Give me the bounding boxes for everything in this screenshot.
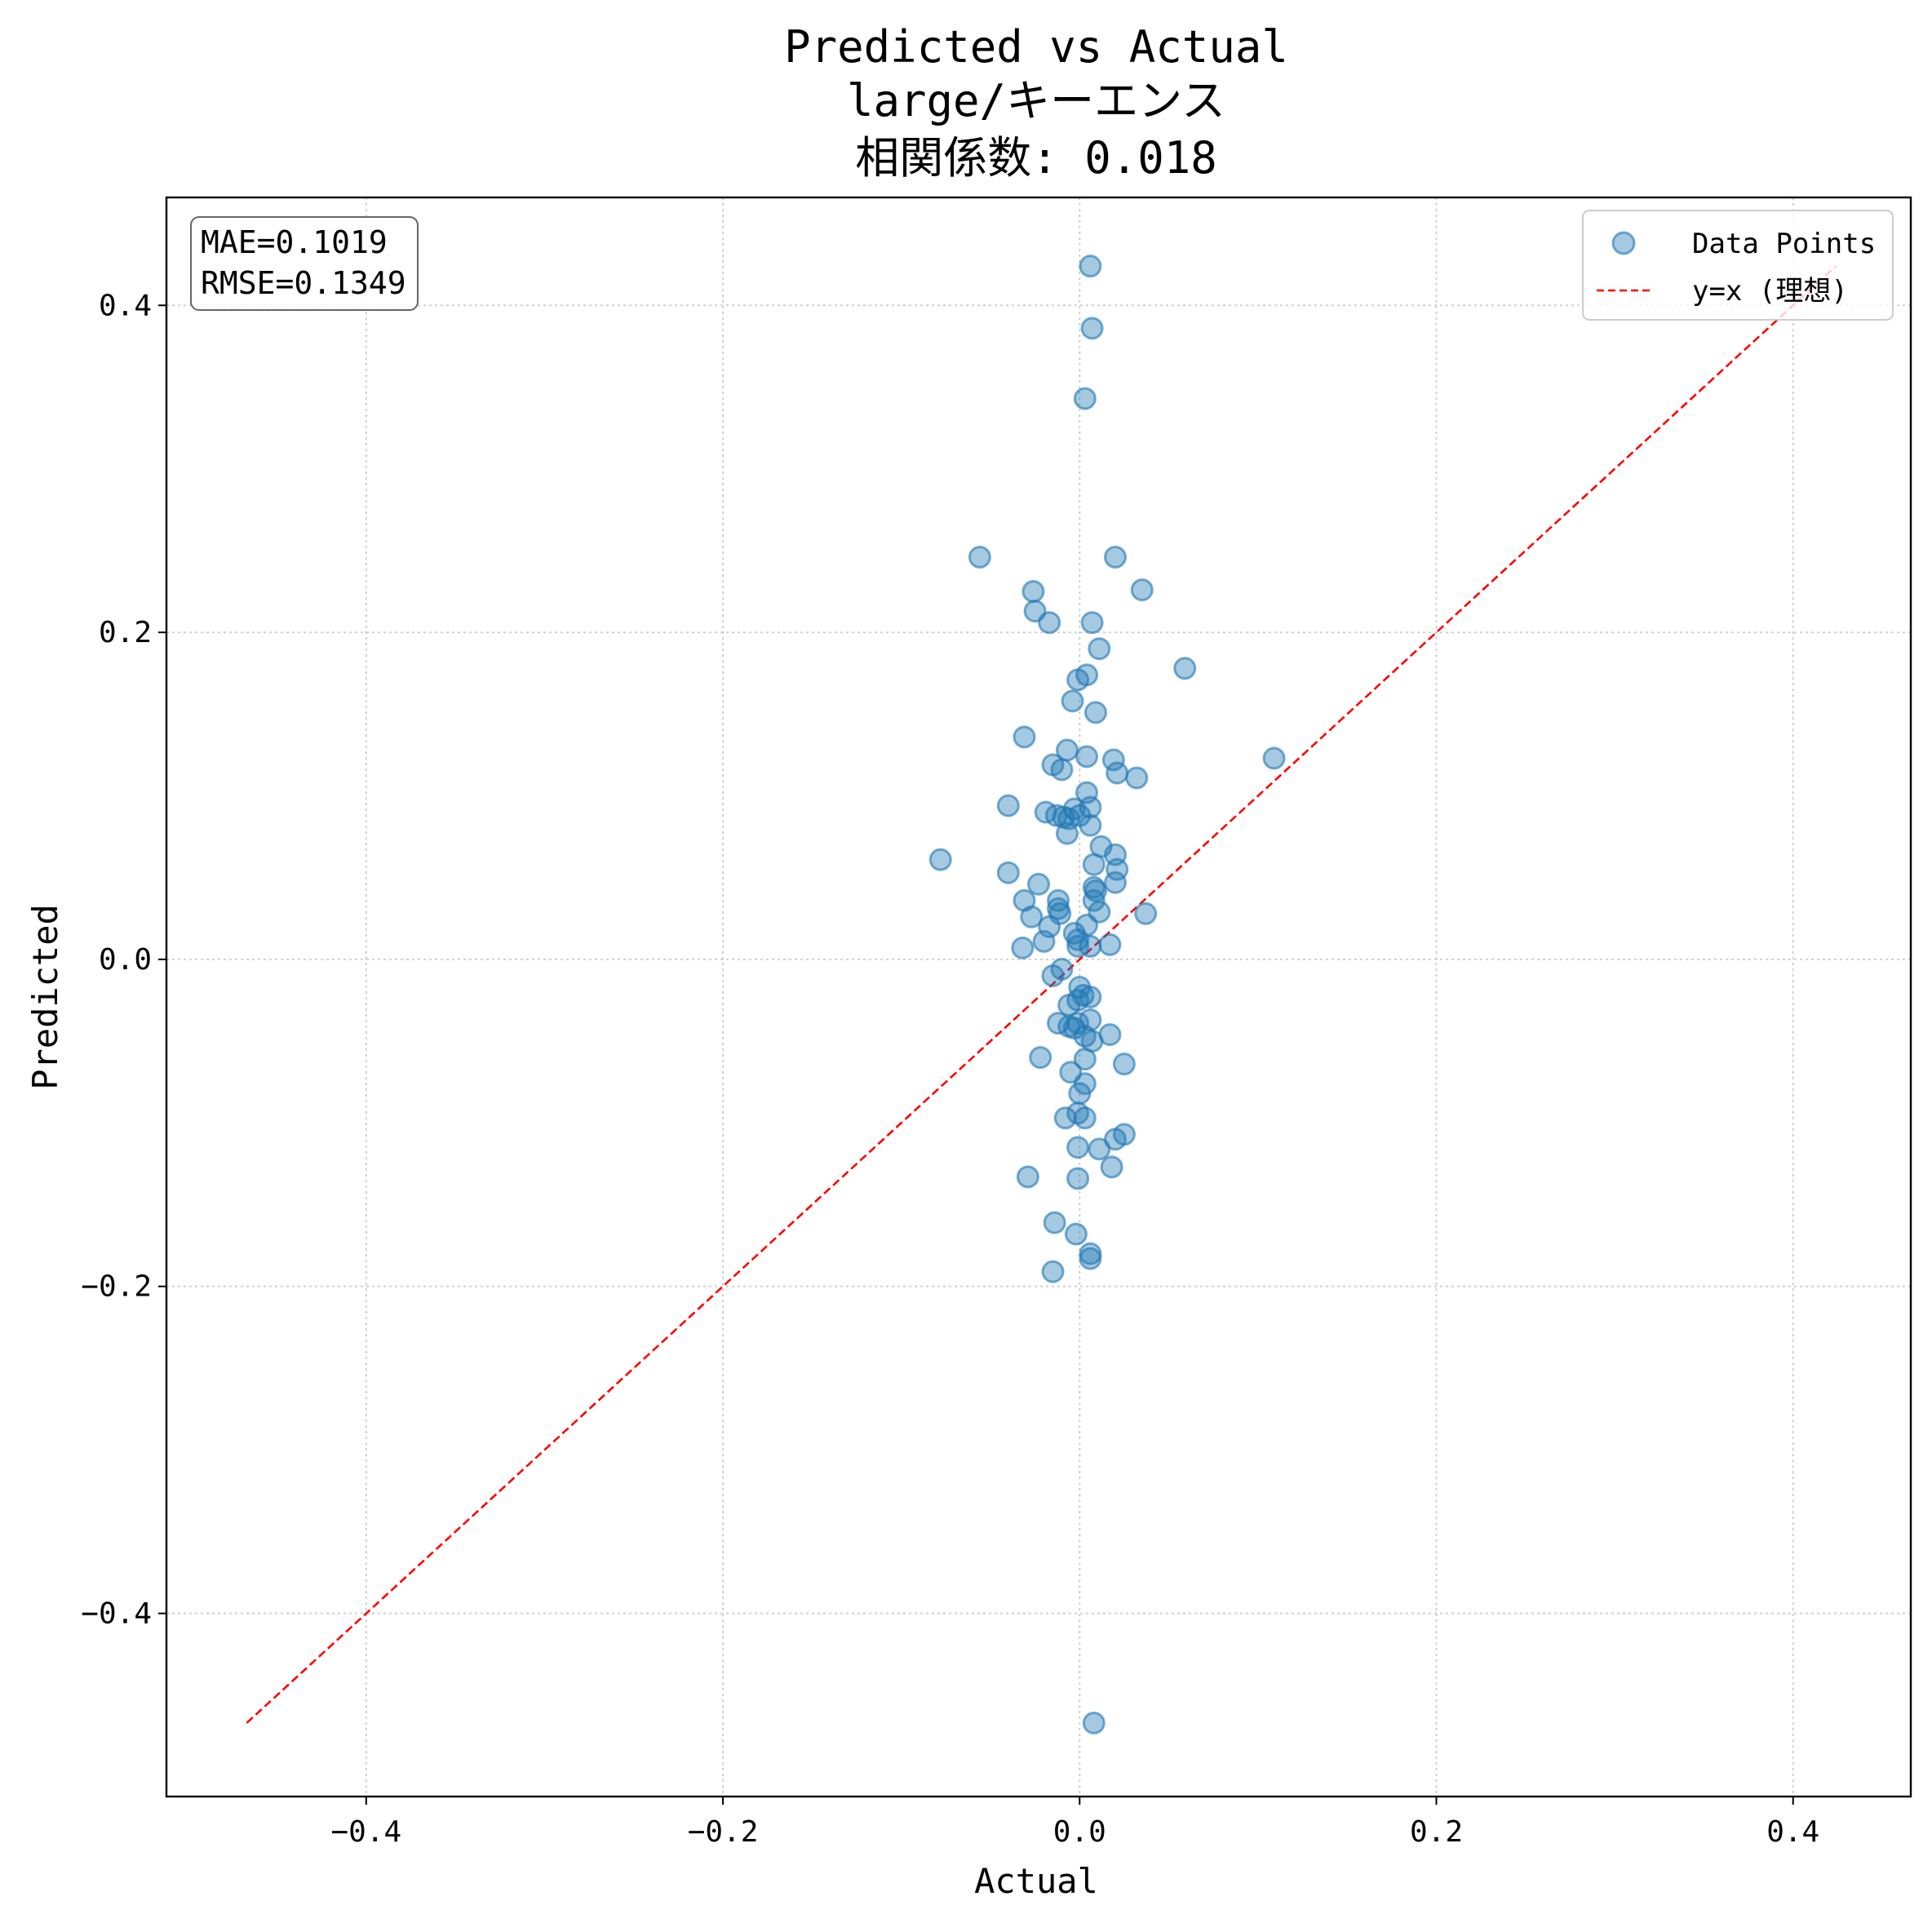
data-point (1021, 579, 1045, 603)
data-point (1075, 745, 1099, 769)
data-point (1100, 1155, 1123, 1179)
data-point (1125, 766, 1149, 790)
data-point (1073, 387, 1097, 410)
data-point (1073, 1106, 1097, 1130)
stats-box: MAE=0.1019 RMSE=0.1349 (190, 216, 419, 311)
legend-marker-data-points (1611, 231, 1636, 255)
data-point (1029, 1046, 1052, 1070)
x-tick-label: −0.2 (688, 1815, 759, 1849)
data-point (1013, 725, 1036, 749)
data-point (1066, 1136, 1090, 1159)
correlation-label: 相関係数: 0.018 (855, 132, 1217, 184)
y-tick-label: −0.4 (81, 1597, 152, 1631)
data-point (1038, 611, 1061, 635)
ideal-line (246, 265, 1837, 1724)
data-point (1079, 255, 1102, 278)
plot-frame (165, 196, 1912, 1798)
data-point (1068, 1082, 1092, 1106)
data-point (1098, 933, 1122, 956)
y-tick-label: 0.4 (99, 289, 152, 322)
stats-rmse: RMSE=0.1349 (201, 265, 406, 301)
x-axis-label: Actual (974, 1861, 1098, 1901)
data-point (1088, 637, 1111, 661)
data-point (1027, 872, 1050, 896)
data-point (1066, 1167, 1090, 1190)
data-point (1104, 545, 1128, 569)
data-point (1088, 1137, 1111, 1161)
legend-label-data-points: Data Points (1692, 228, 1876, 260)
data-point (1080, 317, 1104, 340)
data-point (1080, 611, 1104, 635)
data-point (1112, 1052, 1136, 1076)
data-point (1262, 747, 1286, 770)
data-point (1055, 822, 1079, 845)
data-point (1016, 1165, 1039, 1189)
data-point (1104, 1128, 1128, 1151)
data-point (1061, 689, 1084, 713)
data-point (996, 861, 1020, 884)
data-point (968, 545, 991, 569)
legend: Data Points y=x (理想) (1582, 210, 1894, 321)
legend-label-ideal-line: y=x (理想) (1692, 275, 1848, 308)
data-point (1066, 934, 1090, 958)
chart-title: Predicted vs Actual large/キーエンス 相関係数: 0.… (784, 21, 1288, 184)
y-axis-label: Predicted (25, 904, 65, 1090)
data-point (1083, 701, 1107, 724)
data-point (1053, 1106, 1077, 1130)
scatter-points (928, 255, 1286, 1735)
data-point (1079, 813, 1102, 837)
data-point (1082, 888, 1106, 912)
data-point (1106, 761, 1129, 785)
y-tick-label: −0.2 (81, 1270, 152, 1304)
x-tick-label: −0.4 (330, 1815, 401, 1849)
data-point (1066, 928, 1090, 951)
stats-mae: MAE=0.1019 (201, 224, 388, 260)
data-point (1011, 936, 1035, 959)
data-point (1101, 748, 1125, 772)
y-tick-label: 0.2 (99, 616, 152, 649)
y-axis-ticks: −0.4 −0.2 0.0 0.2 0.4 (81, 289, 166, 1631)
x-tick-label: 0.2 (1410, 1815, 1463, 1849)
data-point (1104, 871, 1128, 894)
data-point (996, 794, 1020, 817)
data-point (1082, 1711, 1106, 1735)
data-point (1082, 853, 1106, 876)
data-point (1043, 1211, 1066, 1234)
y-tick-label: 0.0 (99, 943, 152, 977)
data-point (928, 848, 952, 871)
data-point (1173, 657, 1197, 680)
data-point (1064, 1222, 1088, 1246)
data-point (1050, 758, 1074, 782)
data-point (1130, 578, 1154, 601)
data-point (1073, 1048, 1097, 1071)
data-point (1079, 934, 1102, 958)
title: Predicted vs Actual (784, 21, 1288, 73)
data-point (1066, 668, 1090, 692)
legend-frame (1582, 210, 1894, 321)
data-point (1032, 929, 1056, 953)
x-tick-label: 0.0 (1053, 1815, 1106, 1849)
data-point (1134, 902, 1158, 925)
data-point (1041, 1260, 1065, 1283)
x-tick-label: 0.4 (1766, 1815, 1819, 1849)
ideal-line-layer (246, 265, 1837, 1724)
stats-box-frame (190, 216, 419, 311)
subtitle: large/キーエンス (847, 75, 1225, 126)
data-point (1079, 1247, 1102, 1270)
data-point (1041, 964, 1065, 987)
data-point (1020, 905, 1044, 928)
x-axis-ticks: −0.4 −0.2 0.0 0.2 0.4 (330, 1797, 1819, 1849)
